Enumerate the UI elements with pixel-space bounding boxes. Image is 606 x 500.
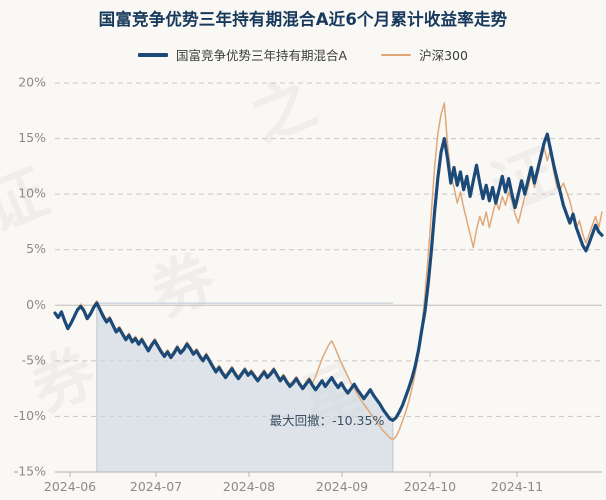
series-line-fund	[53, 132, 604, 422]
y-axis-tick-label: -5%	[22, 352, 46, 367]
y-axis-tick-label: -10%	[14, 408, 46, 423]
x-axis-tick-label: 2024-06	[44, 479, 96, 494]
legend-label-fund: 国富竞争优势三年持有期混合A	[176, 48, 348, 63]
legend-swatch-fund	[138, 52, 169, 57]
chart-legend: 国富竞争优势三年持有期混合A 沪深300	[0, 45, 606, 64]
max-drawdown-annotation: 最大回撤：-10.35%	[270, 413, 385, 428]
legend-item-benchmark[interactable]: 沪深300	[381, 45, 468, 64]
x-axis-tick-label: 2024-10	[404, 479, 456, 494]
x-axis-tick-label: 2024-11	[491, 479, 543, 494]
drawdown-region	[96, 303, 393, 472]
x-axis-tick-label: 2024-09	[316, 479, 368, 494]
y-axis-tick-label: 10%	[18, 186, 46, 201]
y-axis-tick-label: 20%	[18, 75, 46, 90]
x-axis-tick-label: 2024-08	[223, 479, 275, 494]
y-axis-tick-label: 0%	[26, 297, 46, 312]
legend-swatch-benchmark	[381, 53, 412, 56]
y-axis-tick-label: -15%	[14, 464, 46, 479]
y-axis-tick-label: 5%	[26, 241, 46, 256]
chart-title: 国富竞争优势三年持有期混合A近6个月累计收益率走势	[98, 10, 508, 29]
x-axis-tick-label: 2024-07	[130, 479, 182, 494]
legend-label-benchmark: 沪深300	[419, 48, 468, 63]
y-axis-tick-label: 15%	[18, 130, 46, 145]
legend-item-fund[interactable]: 国富竞争优势三年持有期混合A	[138, 45, 347, 64]
